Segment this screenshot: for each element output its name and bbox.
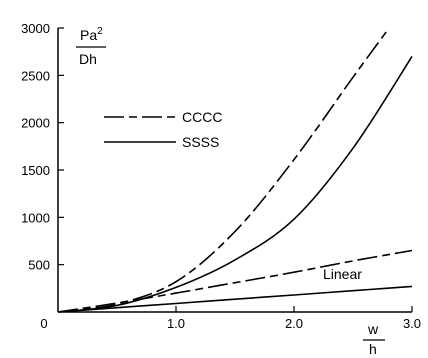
- series-line-cccc-2: [57, 249, 413, 313]
- series-group: [57, 28, 413, 313]
- x-axis-label: w h: [363, 321, 385, 357]
- x-axis-label-numerator: w: [367, 321, 379, 337]
- ticks: 0 1.0 2.0 3.0 500 1000 1500 2000 2500 3000: [21, 21, 421, 331]
- series-line-cccc-0: [57, 28, 390, 313]
- legend-label-ssss: SSSS: [182, 134, 219, 150]
- y-axis-label-denominator: Dh: [79, 51, 97, 67]
- x-tick-label: 1.0: [167, 316, 185, 331]
- y-tick-label: 500: [28, 258, 50, 273]
- y-axis-label-numerator-sup: 2: [97, 26, 103, 37]
- series-line-ssss-3: [57, 285, 413, 313]
- y-tick-label: 2500: [21, 68, 50, 83]
- x-tick-label: 2.0: [285, 316, 303, 331]
- y-tick-label: 1000: [21, 210, 50, 225]
- x-tick-label: 0: [40, 316, 47, 331]
- annotation-linear: Linear: [323, 266, 362, 282]
- y-axis-label: Pa2 Dh: [76, 26, 106, 67]
- y-tick-label: 3000: [21, 21, 50, 36]
- x-tick-label: 3.0: [403, 316, 421, 331]
- y-tick-label: 1500: [21, 163, 50, 178]
- series-line-ssss-1: [57, 55, 413, 313]
- legend: CCCC SSSS: [104, 109, 222, 150]
- y-axis-label-numerator-base: Pa: [80, 27, 97, 43]
- legend-label-cccc: CCCC: [182, 109, 222, 125]
- y-tick-label: 2000: [21, 116, 50, 131]
- x-axis-label-denominator: h: [369, 341, 377, 357]
- y-axis-label-numerator: Pa2: [80, 26, 103, 43]
